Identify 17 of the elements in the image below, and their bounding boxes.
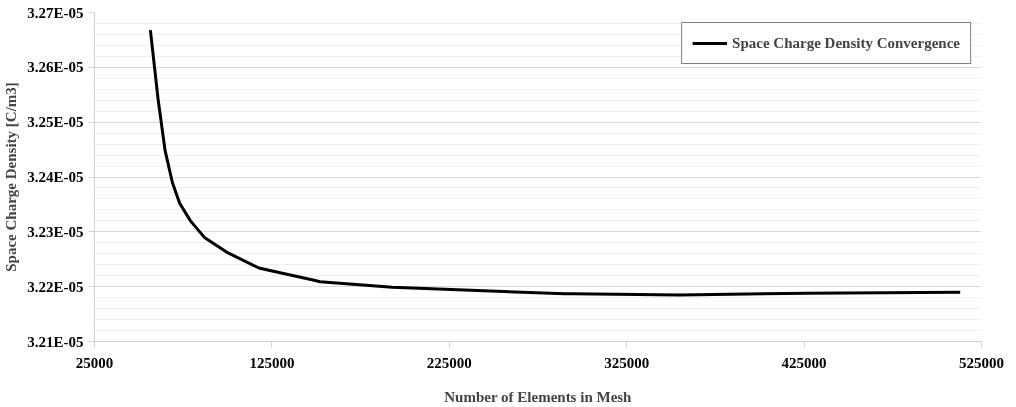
y-tick-label: 3.26E-05 bbox=[27, 59, 84, 76]
x-tick-label: 125000 bbox=[249, 354, 295, 371]
y-tick-label: 3.25E-05 bbox=[27, 114, 84, 131]
x-tick-label: 425000 bbox=[781, 354, 827, 371]
y-tick-label: 3.23E-05 bbox=[27, 223, 84, 240]
y-tick-label: 3.21E-05 bbox=[27, 333, 84, 350]
y-axis-title: Space Charge Density [C/m3] bbox=[3, 82, 20, 272]
x-tick-label: 325000 bbox=[604, 354, 650, 371]
y-tick-label: 3.27E-05 bbox=[27, 4, 84, 21]
line-series bbox=[148, 28, 962, 297]
x-tick-label: 525000 bbox=[959, 354, 1004, 371]
y-tick-label: 3.22E-05 bbox=[27, 278, 84, 295]
x-axis-title: Number of Elements in Mesh bbox=[444, 388, 633, 405]
x-tick-label: 25000 bbox=[75, 354, 114, 371]
legend-label: Space Charge Density Convergence bbox=[732, 34, 960, 52]
y-tick-label: 3.24E-05 bbox=[27, 169, 84, 185]
x-tick-label: 225000 bbox=[426, 354, 472, 371]
